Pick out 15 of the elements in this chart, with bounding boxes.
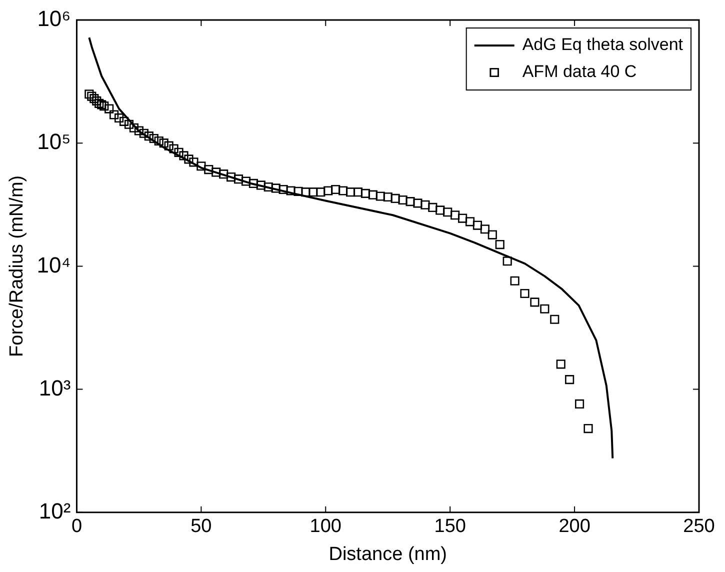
x-tick-label: 100 — [310, 516, 342, 538]
y-tick-label: 10³ — [38, 375, 71, 400]
y-tick-label: 10² — [38, 498, 71, 524]
y-tick-label: 10⁴ — [36, 252, 71, 278]
y-axis-title: Force/Radius (mN/m) — [6, 175, 28, 357]
x-tick-label: 250 — [683, 516, 715, 538]
x-tick-label: 50 — [190, 516, 212, 538]
x-axis-title: Distance (nm) — [328, 544, 447, 565]
y-tick-label: 10⁶ — [37, 6, 71, 32]
x-tick-label: 0 — [71, 516, 82, 538]
x-tick-label: 150 — [434, 516, 466, 538]
x-tick-label: 200 — [558, 516, 590, 538]
y-tick-label: 10⁵ — [37, 129, 71, 154]
legend-label: AFM data 40 C — [522, 62, 637, 82]
legend-label: AdG Eq theta solvent — [522, 35, 684, 54]
